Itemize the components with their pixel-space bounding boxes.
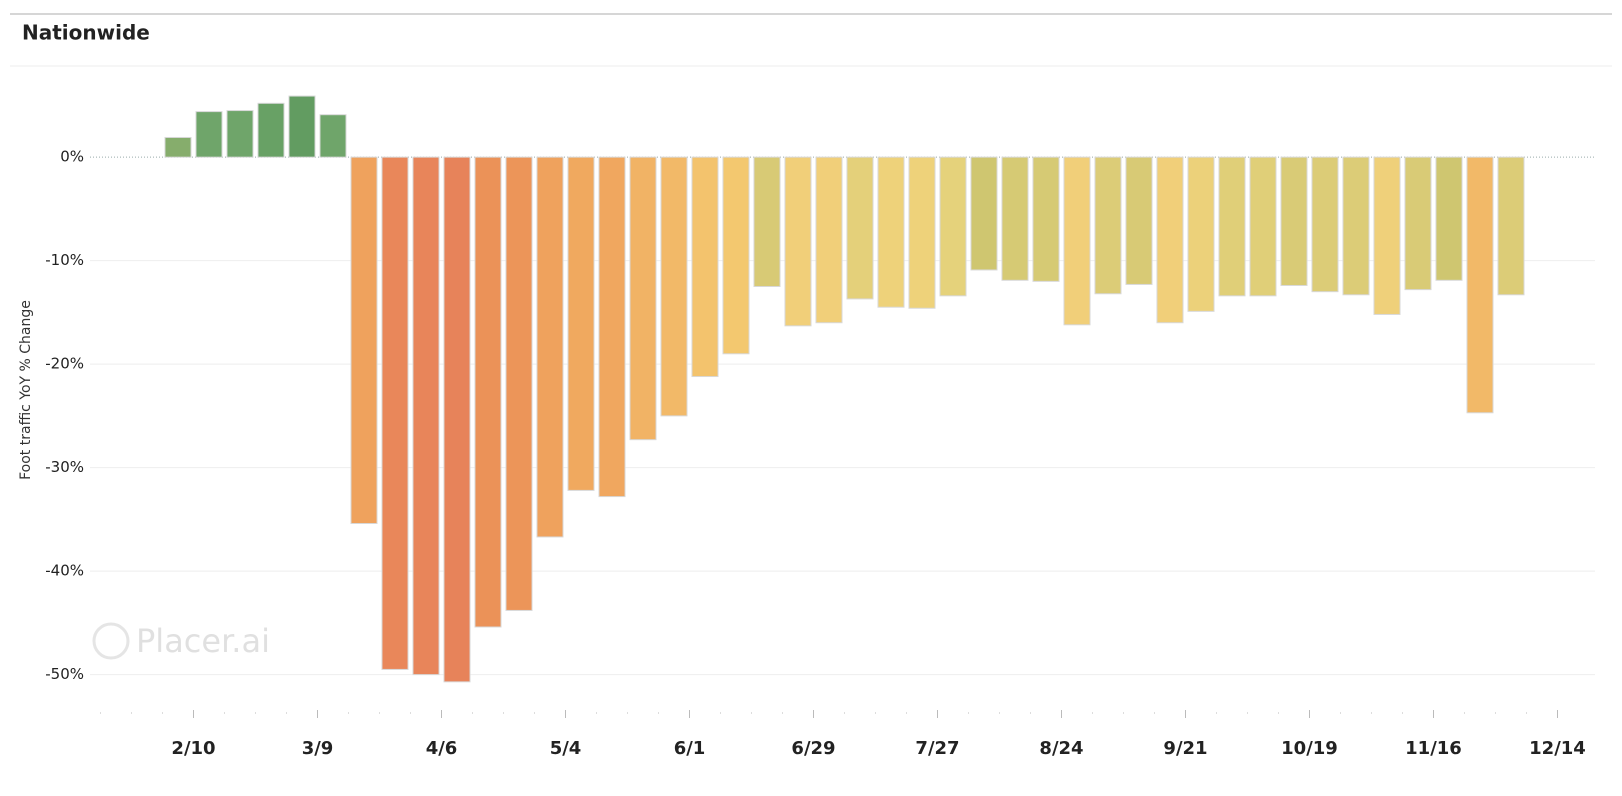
watermark-text: Placer.ai	[136, 622, 270, 660]
y-tick-label: -20%	[45, 355, 84, 373]
watermark-icon	[92, 622, 130, 660]
bar	[536, 156, 564, 538]
bar	[846, 156, 874, 300]
bar	[939, 156, 967, 297]
bar	[722, 156, 750, 355]
bar	[1311, 156, 1339, 293]
bar	[164, 136, 192, 158]
bar	[598, 156, 626, 498]
x-tick-label: 9/21	[1163, 738, 1207, 759]
bar	[784, 156, 812, 327]
y-tick-label: -10%	[45, 251, 84, 269]
bar	[319, 114, 347, 158]
bar	[691, 156, 719, 378]
bar	[1032, 156, 1060, 282]
y-tick-label: -50%	[45, 665, 84, 683]
bar	[505, 156, 533, 611]
bar	[226, 110, 254, 158]
bar	[877, 156, 905, 308]
x-tick-label: 5/4	[550, 738, 582, 759]
y-tick-label: -30%	[45, 458, 84, 476]
x-tick-label: 12/14	[1529, 738, 1586, 759]
bar	[1280, 156, 1308, 286]
bar	[1497, 156, 1525, 296]
x-tick-label: 8/24	[1039, 738, 1083, 759]
y-tick-label: -40%	[45, 562, 84, 580]
bar	[970, 156, 998, 271]
bar	[1001, 156, 1029, 281]
bar	[629, 156, 657, 441]
bar	[1218, 156, 1246, 297]
bar	[474, 156, 502, 628]
watermark: Placer.ai	[92, 622, 270, 660]
bar	[815, 156, 843, 324]
x-tick-label: 6/29	[791, 738, 835, 759]
bar	[350, 156, 378, 525]
x-tick-label: 10/19	[1281, 738, 1338, 759]
bar	[1187, 156, 1215, 312]
bar	[443, 156, 471, 683]
bar	[1466, 156, 1494, 414]
x-tick-label: 11/16	[1405, 738, 1462, 759]
bar	[381, 156, 409, 670]
bar	[660, 156, 688, 417]
bar	[1435, 156, 1463, 281]
bar	[288, 95, 316, 158]
bar	[1404, 156, 1432, 291]
chart-title: Nationwide	[22, 21, 150, 45]
y-axis-label: Foot traffic YoY % Change	[18, 300, 34, 480]
bar	[753, 156, 781, 288]
bar	[908, 156, 936, 309]
bar	[1063, 156, 1091, 326]
x-tick-label: 6/1	[674, 738, 706, 759]
bar	[1094, 156, 1122, 295]
x-tick-label: 4/6	[426, 738, 458, 759]
y-tick-label: 0%	[60, 148, 84, 166]
bar	[1156, 156, 1184, 324]
x-tick-label: 3/9	[302, 738, 334, 759]
bar	[1373, 156, 1401, 315]
bar	[567, 156, 595, 491]
bar	[412, 156, 440, 676]
x-tick-label: 7/27	[915, 738, 959, 759]
bar	[1125, 156, 1153, 285]
bar	[1249, 156, 1277, 297]
bar	[195, 111, 223, 158]
bar	[257, 102, 285, 158]
x-tick-label: 2/10	[171, 738, 215, 759]
bar	[1342, 156, 1370, 296]
